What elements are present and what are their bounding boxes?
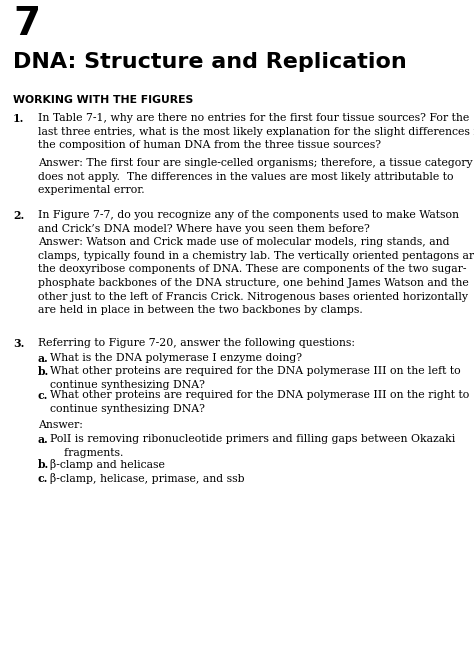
Text: In Table 7-1, why are there no entries for the first four tissue sources? For th: In Table 7-1, why are there no entries f… xyxy=(38,113,474,150)
Text: What other proteins are required for the DNA polymerase III on the left to
conti: What other proteins are required for the… xyxy=(50,366,461,389)
Text: b.: b. xyxy=(38,366,49,377)
Text: a.: a. xyxy=(38,353,49,364)
Text: a.: a. xyxy=(38,434,49,445)
Text: WORKING WITH THE FIGURES: WORKING WITH THE FIGURES xyxy=(13,95,193,105)
Text: Answer:: Answer: xyxy=(38,420,83,430)
Text: 7: 7 xyxy=(13,5,40,43)
Text: Answer: The first four are single-celled organisms; therefore, a tissue category: Answer: The first four are single-celled… xyxy=(38,158,473,195)
Text: What other proteins are required for the DNA polymerase III on the right to
cont: What other proteins are required for the… xyxy=(50,390,469,413)
Text: 2.: 2. xyxy=(13,210,24,221)
Text: b.: b. xyxy=(38,459,49,470)
Text: c.: c. xyxy=(38,390,48,401)
Text: c.: c. xyxy=(38,473,48,484)
Text: β-clamp, helicase, primase, and ssb: β-clamp, helicase, primase, and ssb xyxy=(50,473,245,484)
Text: DNA: Structure and Replication: DNA: Structure and Replication xyxy=(13,52,407,72)
Text: 1.: 1. xyxy=(13,113,24,124)
Text: Referring to Figure 7-20, answer the following questions:: Referring to Figure 7-20, answer the fol… xyxy=(38,338,355,348)
Text: PolI is removing ribonucleotide primers and filling gaps between Okazaki
    fra: PolI is removing ribonucleotide primers … xyxy=(50,434,455,458)
Text: 3.: 3. xyxy=(13,338,24,349)
Text: β-clamp and helicase: β-clamp and helicase xyxy=(50,459,165,470)
Text: What is the DNA polymerase I enzyme doing?: What is the DNA polymerase I enzyme doin… xyxy=(50,353,302,363)
Text: In Figure 7-7, do you recognize any of the components used to make Watson
and Cr: In Figure 7-7, do you recognize any of t… xyxy=(38,210,474,315)
